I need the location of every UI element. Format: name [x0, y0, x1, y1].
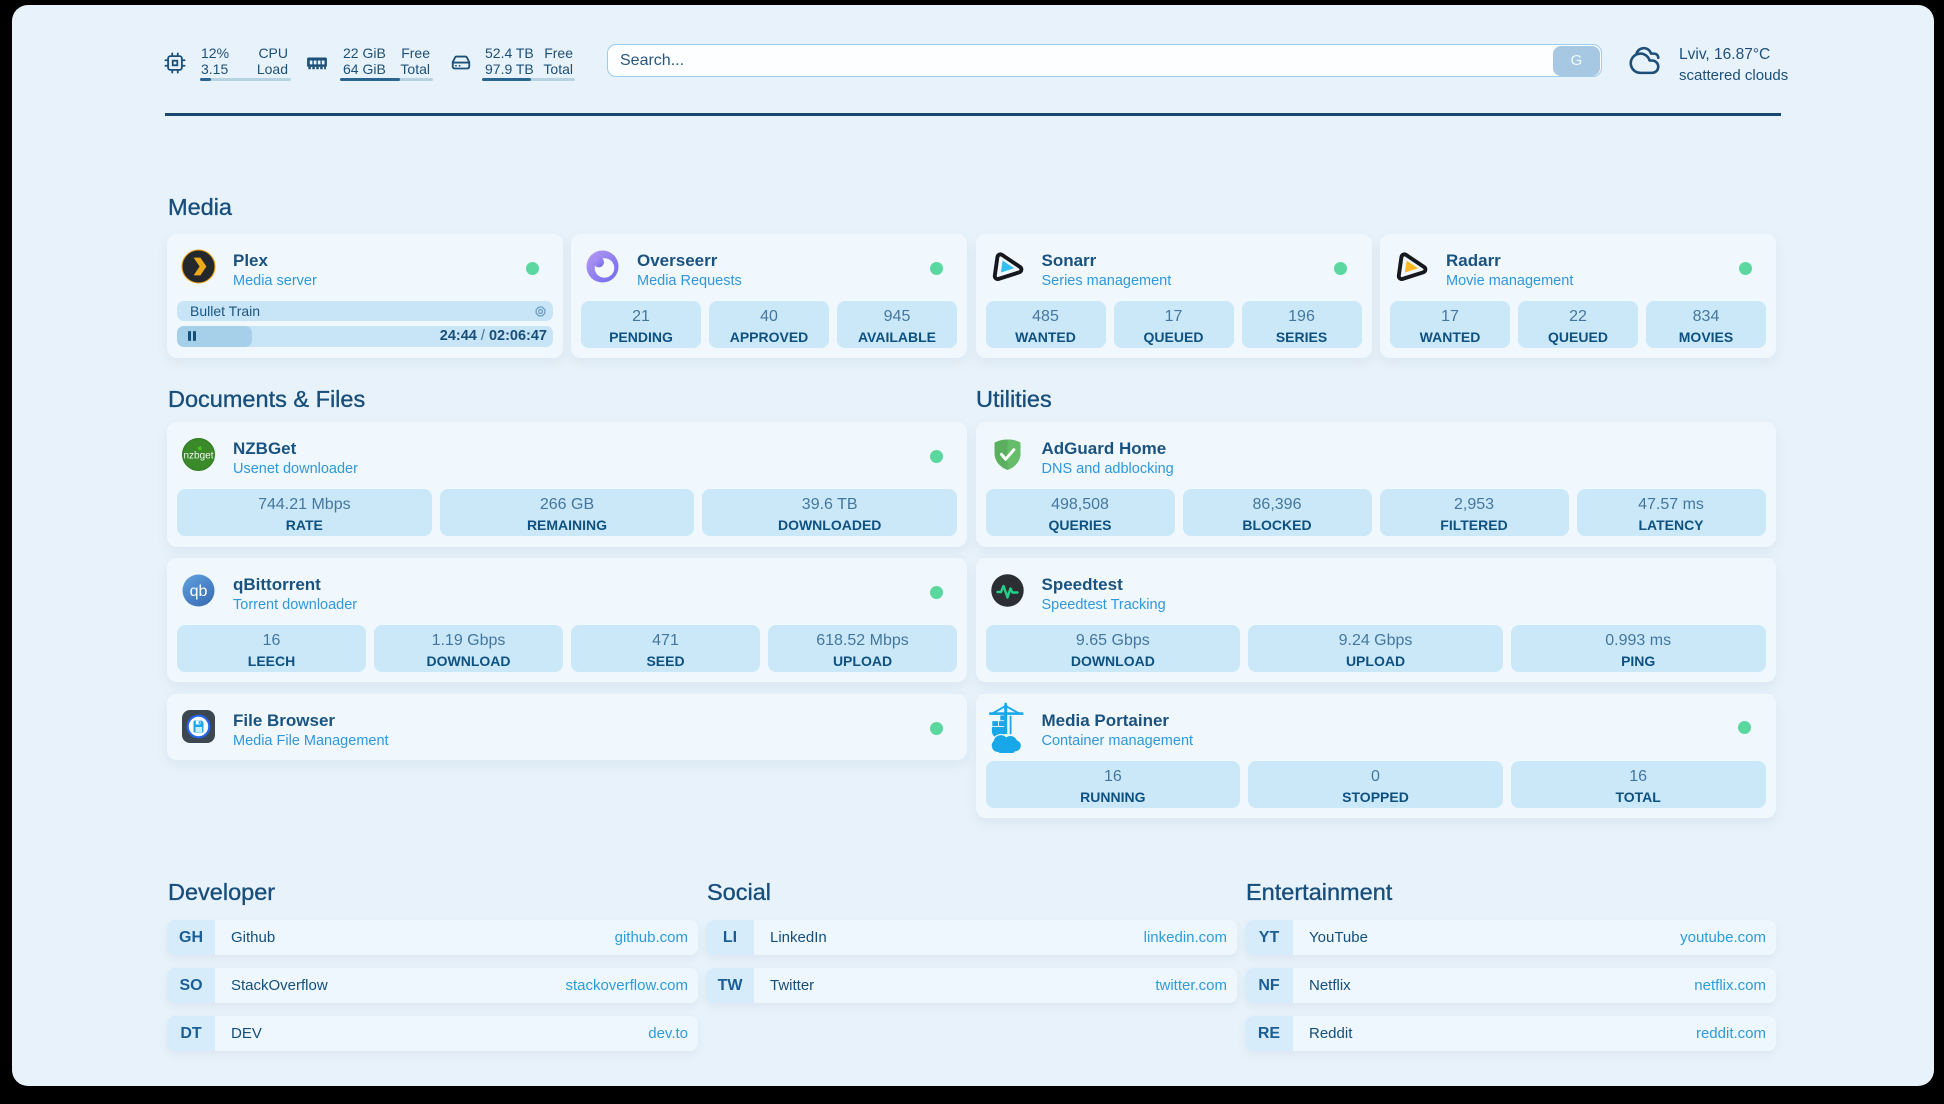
svg-text:nzbget: nzbget [183, 451, 213, 462]
svg-text:qb: qb [190, 583, 208, 600]
